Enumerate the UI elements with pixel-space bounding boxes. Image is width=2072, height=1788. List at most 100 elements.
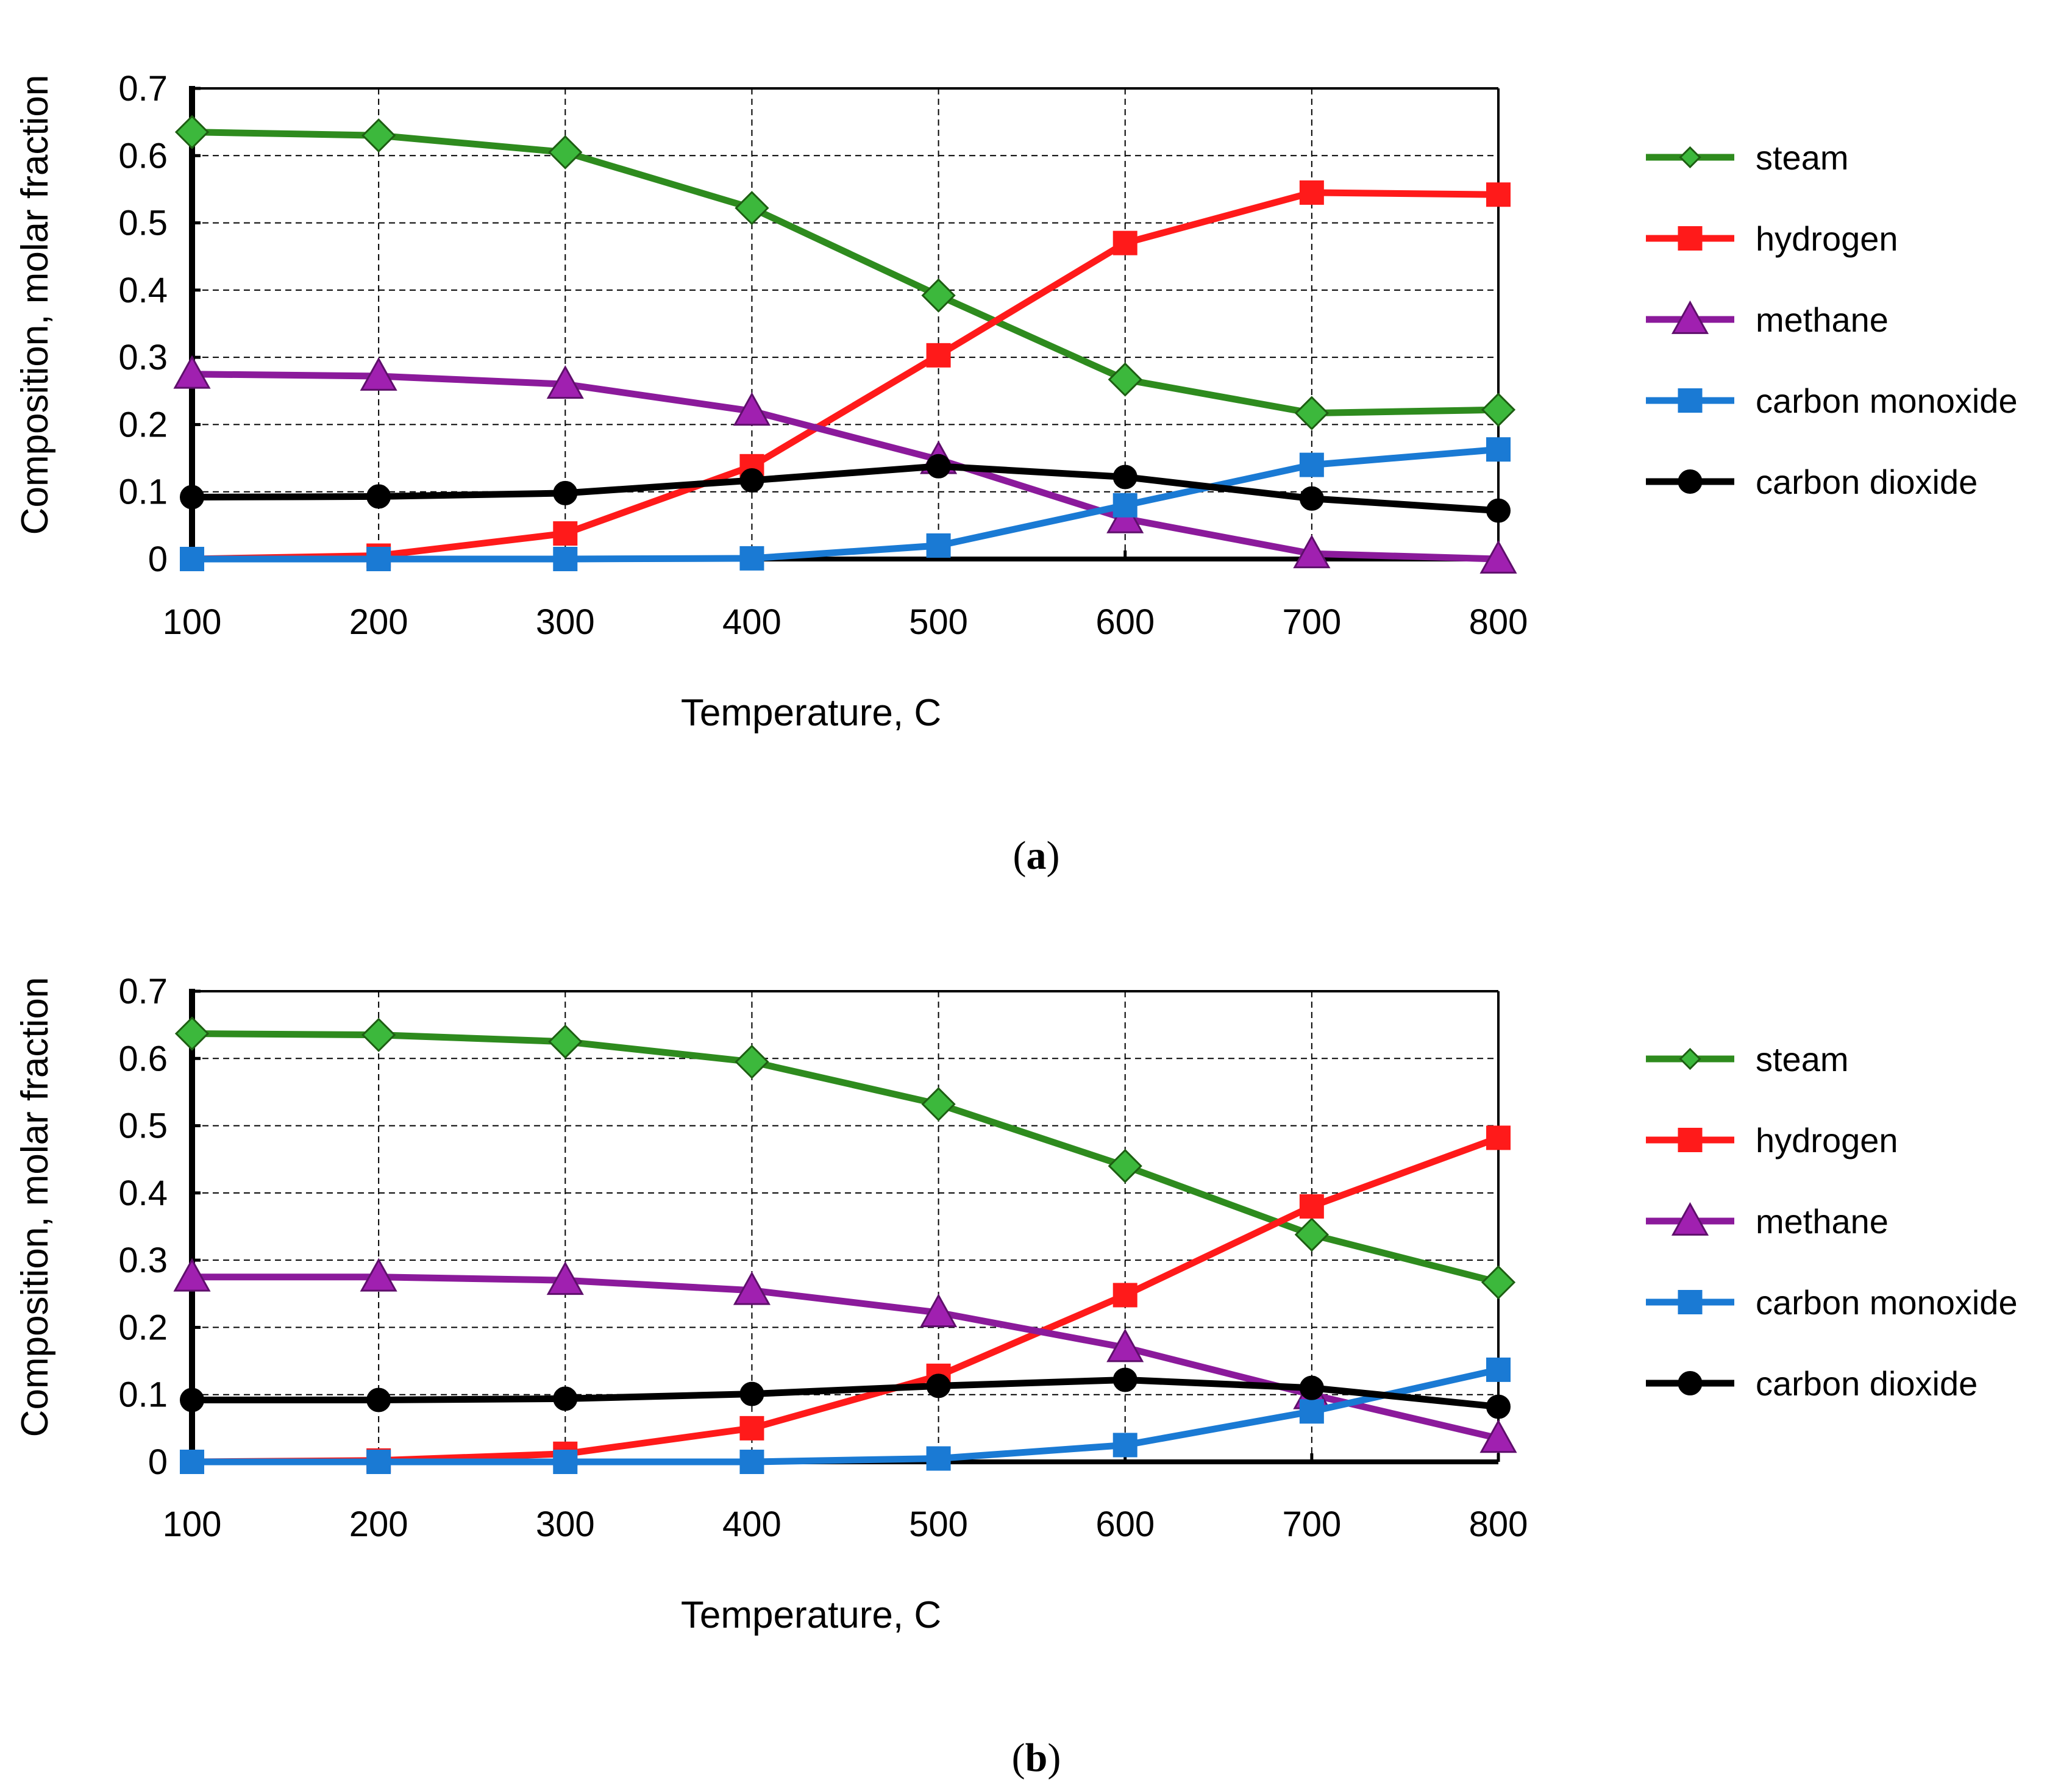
x-tick-label: 600: [1095, 602, 1155, 642]
x-tick-label: 100: [163, 1505, 222, 1544]
series-carbon-monoxide: [180, 1357, 1511, 1474]
data-point: [180, 1450, 204, 1474]
legend-entry: hydrogen: [1646, 1121, 1898, 1159]
data-point: [1294, 396, 1329, 430]
legend-label: carbon dioxide: [1756, 1364, 1978, 1403]
legend-entry: steam: [1646, 1040, 1849, 1078]
data-point: [366, 547, 391, 571]
y-tick-label: 0.7: [118, 69, 168, 109]
chart-panel-b: 0 0.1 0.2 0.3 0.4 0.5 0.6 0.7 100 200 300 400 500 600…: [14, 972, 2018, 1780]
legend-label: hydrogen: [1756, 219, 1898, 258]
data-point: [920, 1294, 958, 1328]
data-point: [1299, 1375, 1324, 1400]
y-tick-label: 0.6: [118, 1039, 168, 1078]
series-line: [192, 446, 1499, 563]
data-point: [921, 278, 956, 313]
series-carbon-dioxide: [180, 454, 1511, 523]
legend-label: steam: [1756, 138, 1849, 177]
legend-label: methane: [1756, 1202, 1889, 1241]
series-carbon-monoxide: [180, 437, 1511, 571]
x-axis-title: Temperature, C: [681, 1594, 941, 1636]
y-tick-label: 0.3: [118, 338, 168, 377]
data-point: [1299, 180, 1324, 205]
y-tick-label: 0.6: [118, 136, 168, 176]
y-tick-label: 0.5: [118, 1106, 168, 1146]
data-point: [926, 343, 951, 368]
data-point: [739, 1416, 764, 1441]
legend-label: carbon monoxide: [1756, 1283, 2018, 1322]
data-point: [735, 1044, 769, 1079]
series-steam: [174, 1016, 1516, 1300]
x-axis-title: Temperature, C: [681, 692, 941, 734]
chart-panel-a: 0 0.1 0.2 0.3 0.4 0.5 0.6 0.7 100 200 300 400 500 600…: [14, 69, 2018, 878]
x-tick-label: 300: [536, 1505, 595, 1544]
data-point: [1479, 1419, 1517, 1453]
data-point: [926, 454, 951, 479]
data-point: [735, 191, 769, 226]
x-tick-label: 400: [722, 602, 781, 642]
y-tick-label: 0.5: [118, 204, 168, 243]
series-line: [191, 463, 1499, 515]
legend: steam hydrogen methane carbon monoxide carbo…: [1646, 138, 2018, 501]
series-carbon-dioxide: [180, 1367, 1511, 1419]
data-point: [1294, 1217, 1329, 1252]
data-point: [739, 1381, 764, 1406]
legend-label: carbon monoxide: [1756, 382, 2018, 420]
legend-marker: [1679, 1047, 1701, 1070]
data-point: [1293, 535, 1331, 569]
data-point: [1486, 182, 1511, 207]
x-tick-label: 800: [1469, 1505, 1528, 1544]
legend-marker: [1678, 1128, 1703, 1152]
y-tick-label: 0.3: [118, 1241, 168, 1280]
data-point: [733, 392, 771, 426]
panel-label-letter: a: [1027, 833, 1047, 878]
series-steam: [174, 115, 1516, 430]
data-point: [546, 1261, 584, 1295]
series-line: [191, 1030, 1500, 1286]
data-point: [553, 480, 578, 505]
legend-marker: [1678, 469, 1703, 494]
data-point: [173, 1258, 211, 1292]
panel-label: (a): [1013, 833, 1060, 878]
data-point: [1113, 1283, 1137, 1308]
data-point: [366, 1450, 391, 1474]
x-tick-label: 100: [163, 602, 222, 642]
legend-marker: [1678, 1290, 1703, 1314]
data-point: [1479, 540, 1517, 574]
data-point: [180, 485, 204, 510]
legend-entry: carbon monoxide: [1646, 1283, 2018, 1322]
legend-entry: hydrogen: [1646, 219, 1898, 258]
legend-entry: methane: [1646, 1202, 1889, 1241]
y-tick-label: 0.7: [118, 972, 168, 1011]
data-point: [360, 357, 397, 391]
panel-label: (b): [1012, 1736, 1061, 1780]
data-point: [361, 1017, 396, 1052]
legend: steam hydrogen methane carbon monoxide carbo…: [1646, 1040, 2018, 1403]
data-point: [553, 1386, 578, 1411]
data-point: [733, 1271, 771, 1305]
legend-label: methane: [1756, 301, 1889, 339]
data-point: [366, 484, 391, 509]
legend-marker: [1671, 1202, 1709, 1236]
data-point: [1113, 493, 1137, 518]
data-point: [174, 1016, 210, 1051]
data-point: [174, 115, 210, 149]
data-point: [739, 546, 764, 571]
x-tick-label: 800: [1469, 602, 1528, 642]
data-point: [553, 547, 578, 571]
data-point: [921, 1087, 956, 1122]
y-tick-label: 0.1: [118, 472, 168, 512]
data-point: [1299, 1399, 1324, 1424]
y-tick-label: 0.4: [118, 1174, 168, 1213]
legend-entry: carbon dioxide: [1646, 1364, 1978, 1403]
y-axis-title: Composition, molar fraction: [14, 75, 56, 535]
data-point: [1481, 1265, 1516, 1300]
data-point: [1113, 230, 1137, 255]
legend-label: steam: [1756, 1040, 1849, 1078]
data-point: [1113, 465, 1137, 490]
legend-entry: carbon dioxide: [1646, 463, 1978, 501]
y-axis-title: Composition, molar fraction: [14, 977, 56, 1437]
x-tick-label: 400: [722, 1505, 781, 1544]
x-tick-label: 200: [349, 1505, 408, 1544]
